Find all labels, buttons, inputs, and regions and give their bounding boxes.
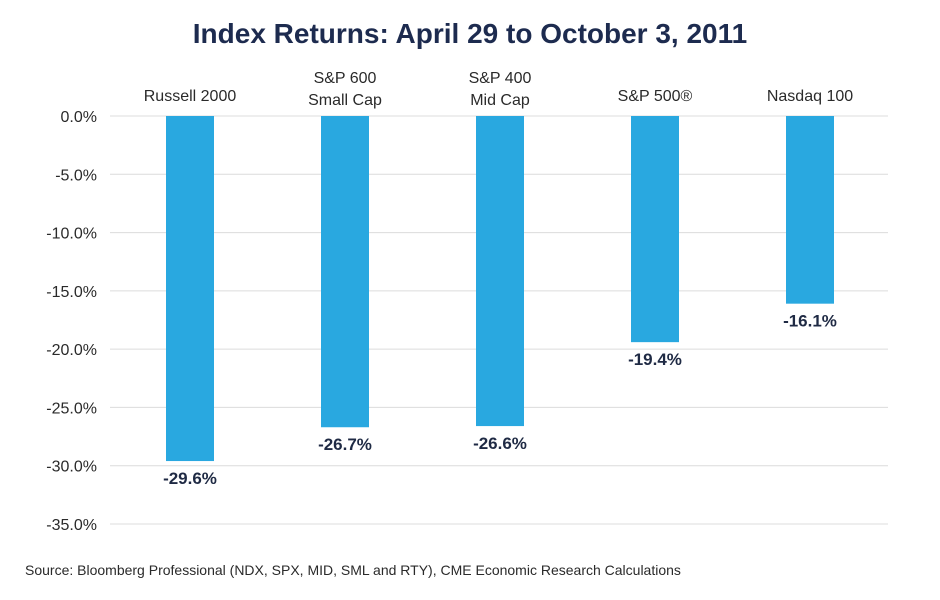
- y-tick-label: -30.0%: [46, 459, 97, 476]
- y-tick-label: -35.0%: [46, 517, 97, 534]
- category-label: Mid Cap: [470, 92, 530, 109]
- category-label: S&P 600: [314, 70, 377, 87]
- data-label: -26.7%: [318, 435, 372, 454]
- data-label: -29.6%: [163, 469, 217, 488]
- data-labels: -29.6% -26.7% -26.6% -19.4% -16.1%: [163, 312, 837, 488]
- data-label: -19.4%: [628, 350, 682, 369]
- data-label: -26.6%: [473, 434, 527, 453]
- y-tick-label: -10.0%: [46, 226, 97, 243]
- category-label: Russell 2000: [144, 88, 237, 105]
- bars: [166, 116, 834, 462]
- bar: [786, 116, 834, 304]
- category-label: Small Cap: [308, 92, 382, 109]
- bar: [631, 116, 679, 343]
- y-tick-label: -5.0%: [55, 167, 97, 184]
- chart-title: Index Returns: April 29 to October 3, 20…: [192, 18, 748, 49]
- bar: [476, 116, 524, 427]
- category-label: Nasdaq 100: [767, 88, 853, 105]
- category-label: S&P 400: [469, 70, 532, 87]
- bar: [166, 116, 214, 462]
- bar: [321, 116, 369, 428]
- y-tick-label: -25.0%: [46, 400, 97, 417]
- y-axis-ticks: 0.0% -5.0% -10.0% -15.0% -20.0% -25.0% -30.0% -…: [46, 109, 97, 534]
- y-tick-label: -20.0%: [46, 342, 97, 359]
- y-tick-label: -15.0%: [46, 284, 97, 301]
- source-note: Source: Bloomberg Professional (NDX, SPX…: [25, 562, 681, 578]
- data-label: -16.1%: [783, 312, 837, 331]
- category-labels: Russell 2000 S&P 600 Small Cap S&P 400 Mid C…: [144, 70, 853, 109]
- y-tick-label: 0.0%: [61, 109, 97, 126]
- category-label: S&P 500®: [618, 88, 693, 105]
